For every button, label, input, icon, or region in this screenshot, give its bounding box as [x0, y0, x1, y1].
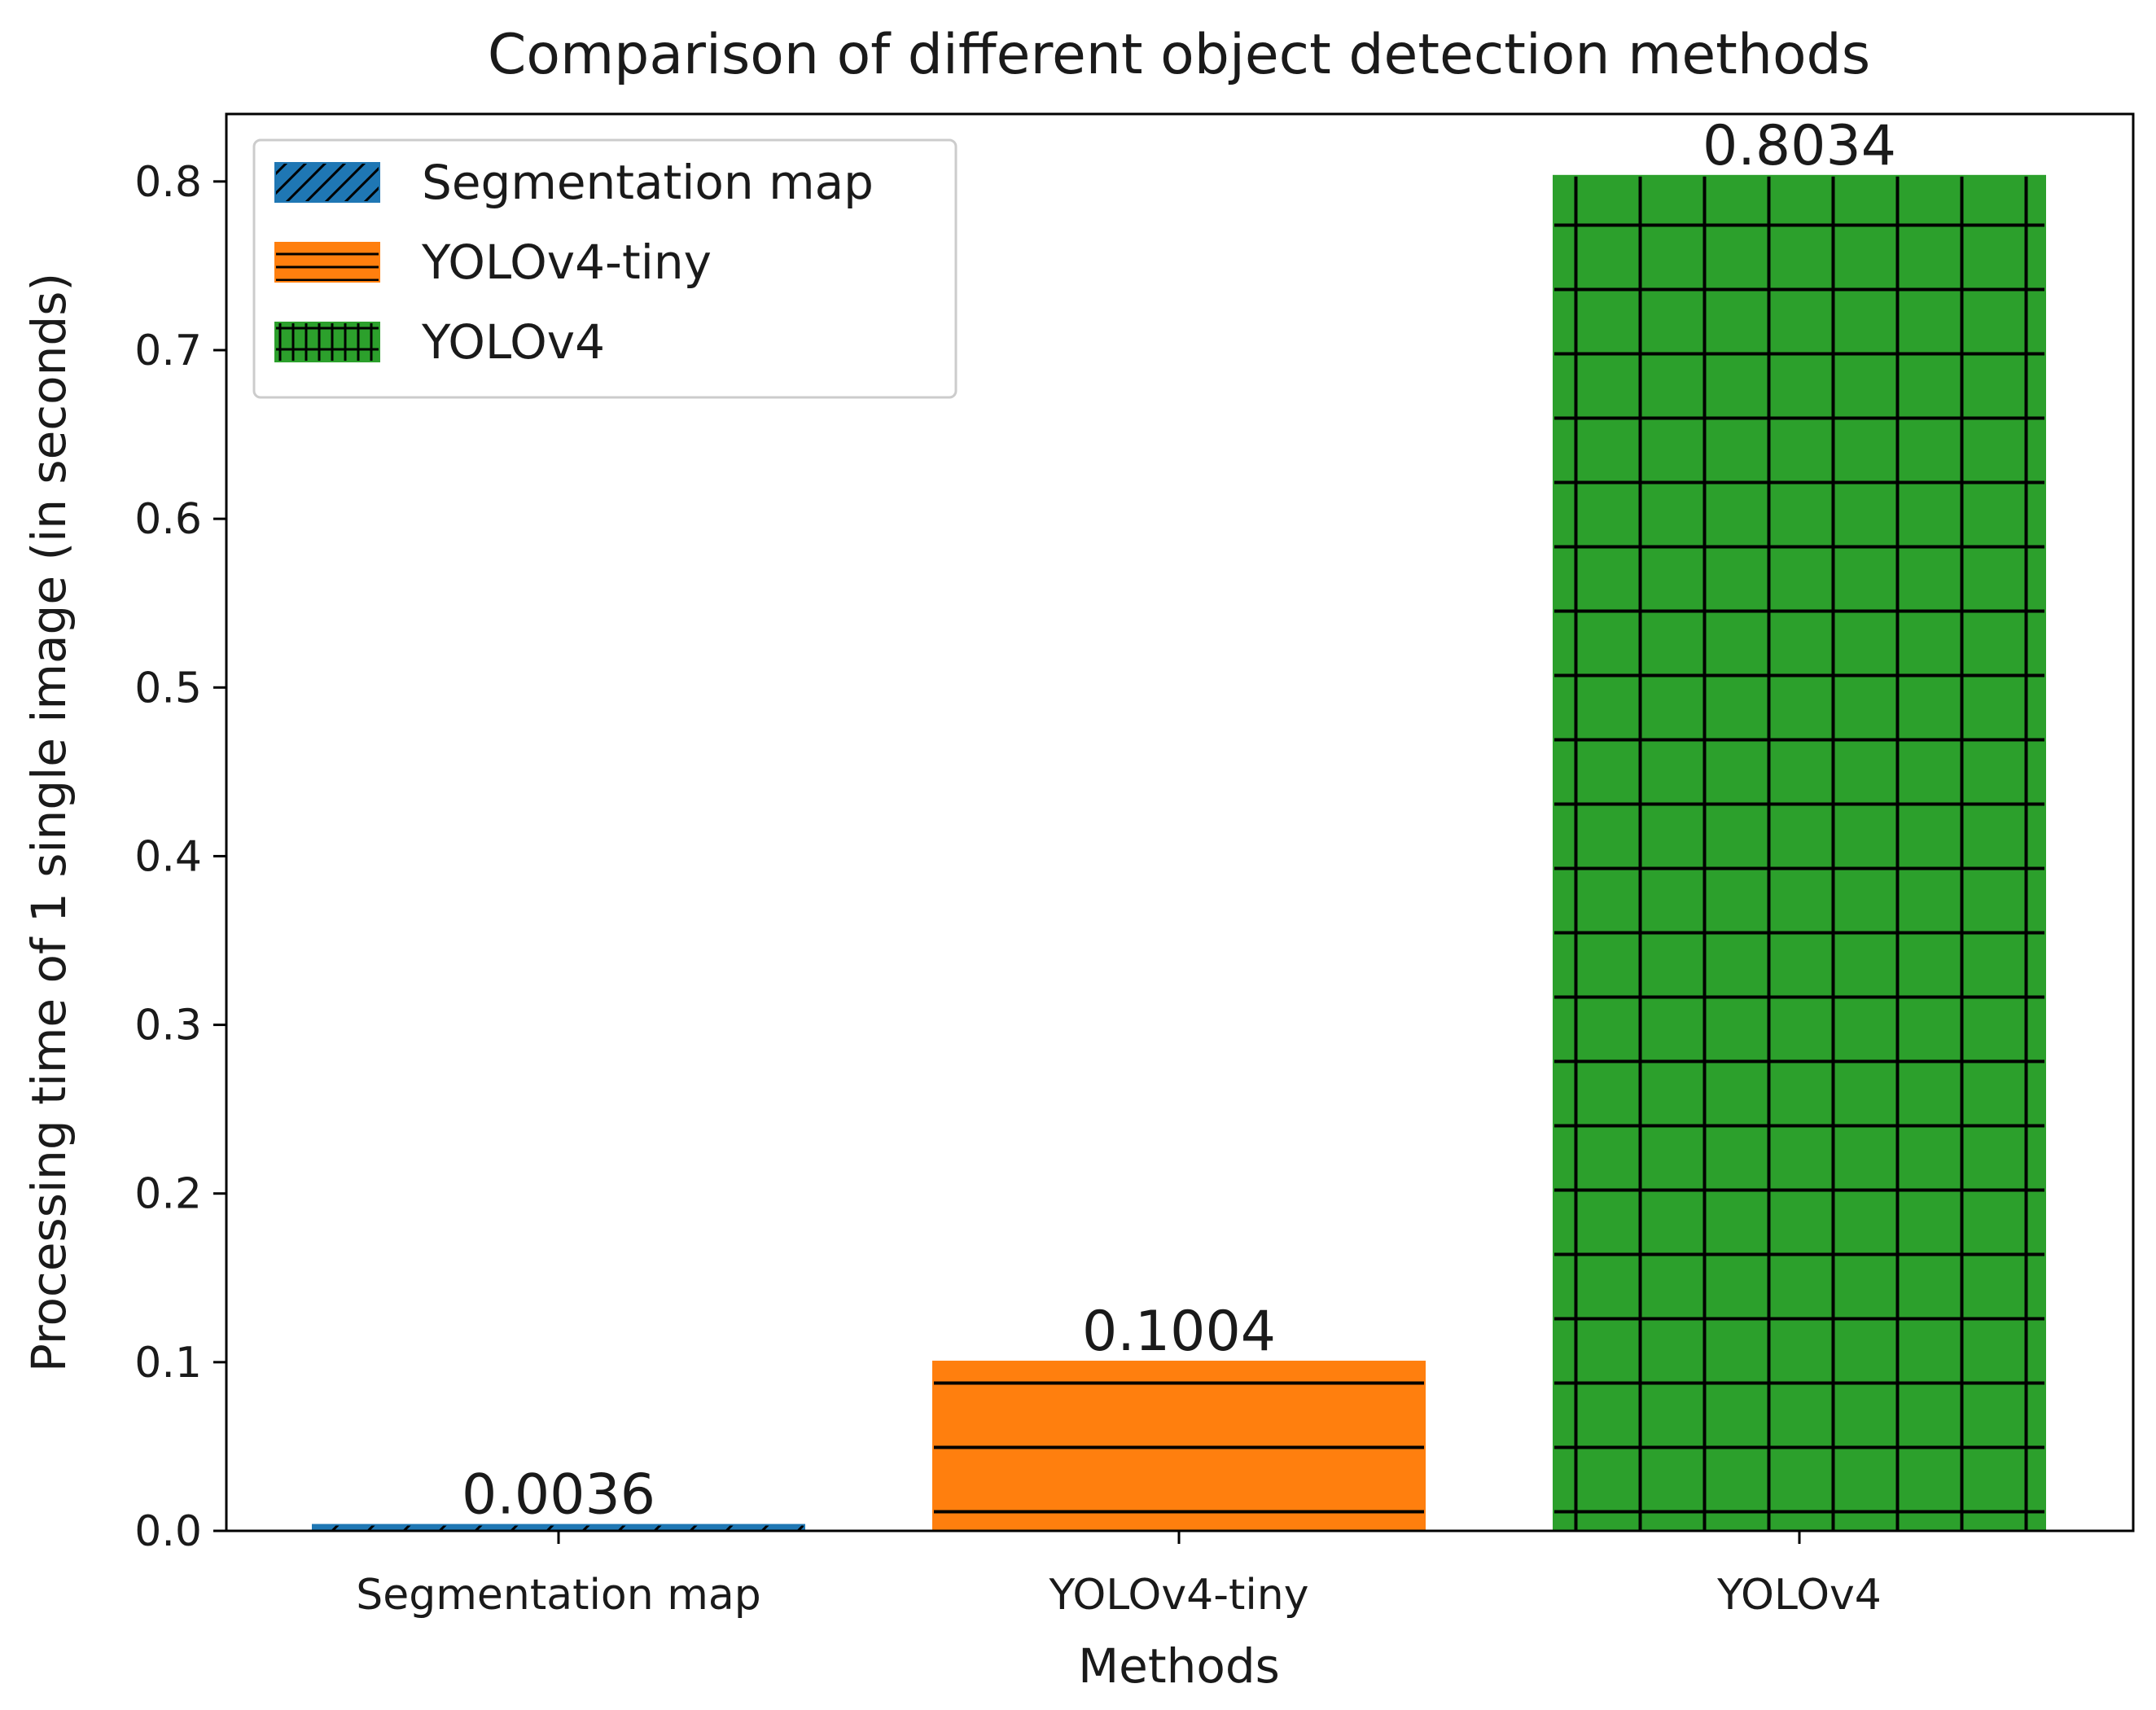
legend-box — [252, 138, 957, 399]
legend-item-segmentation-map: Segmentation map — [274, 155, 874, 210]
bar-value-label-segmentation-map: 0.0036 — [462, 1463, 655, 1528]
legend-label-segmentation-map: Segmentation map — [422, 155, 874, 210]
legend-swatch-yolov4-tiny — [274, 242, 380, 283]
legend-item-yolov4: YOLOv4 — [274, 314, 605, 370]
y-tick-label: 0.4 — [134, 832, 202, 881]
legend: Segmentation map YOLOv4-tiny YOLOv4 — [252, 138, 957, 399]
y-tick-label: 0.5 — [134, 664, 202, 712]
y-tick-label: 0.6 — [134, 495, 202, 544]
legend-item-yolov4-tiny: YOLOv4-tiny — [274, 235, 712, 290]
y-tick-label: 0.1 — [134, 1339, 202, 1388]
y-tick-label: 0.3 — [134, 1002, 202, 1050]
legend-swatch-yolov4 — [274, 322, 380, 362]
bar-yolov4 — [1553, 174, 2046, 1532]
bar-yolov4-tiny — [932, 1361, 1426, 1532]
x-axis-title: Methods — [1078, 1638, 1280, 1694]
y-axis-title: Processing time of 1 single image (in se… — [21, 273, 77, 1372]
bar-value-label-yolov4-tiny: 0.1004 — [1082, 1300, 1276, 1364]
bars-layer — [312, 174, 2046, 1532]
legend-swatch-segmentation-map — [274, 162, 380, 203]
legend-label-yolov4-tiny: YOLOv4-tiny — [421, 235, 712, 290]
bar-value-label-yolov4: 0.8034 — [1702, 114, 1896, 178]
x-tick-label-yolov4: YOLOv4 — [1716, 1571, 1882, 1620]
x-tick-label-segmentation-map: Segmentation map — [356, 1571, 761, 1620]
y-tick-label: 0.7 — [134, 327, 202, 375]
y-tick-label: 0.8 — [134, 158, 202, 207]
y-axis: 0.0 0.1 0.2 0.3 0.4 0.5 0.6 0.7 0.8 — [134, 158, 226, 1556]
y-tick-label: 0.2 — [134, 1170, 202, 1219]
chart-title: Comparison of different object detection… — [488, 23, 1870, 87]
y-tick-label: 0.0 — [134, 1507, 202, 1556]
x-tick-label-yolov4-tiny: YOLOv4-tiny — [1048, 1571, 1308, 1620]
bar-labels-layer: 0.0036 0.1004 0.8034 — [462, 114, 1896, 1528]
x-axis: Segmentation map YOLOv4-tiny YOLOv4 — [356, 1531, 1882, 1620]
legend-label-yolov4: YOLOv4 — [421, 314, 605, 370]
